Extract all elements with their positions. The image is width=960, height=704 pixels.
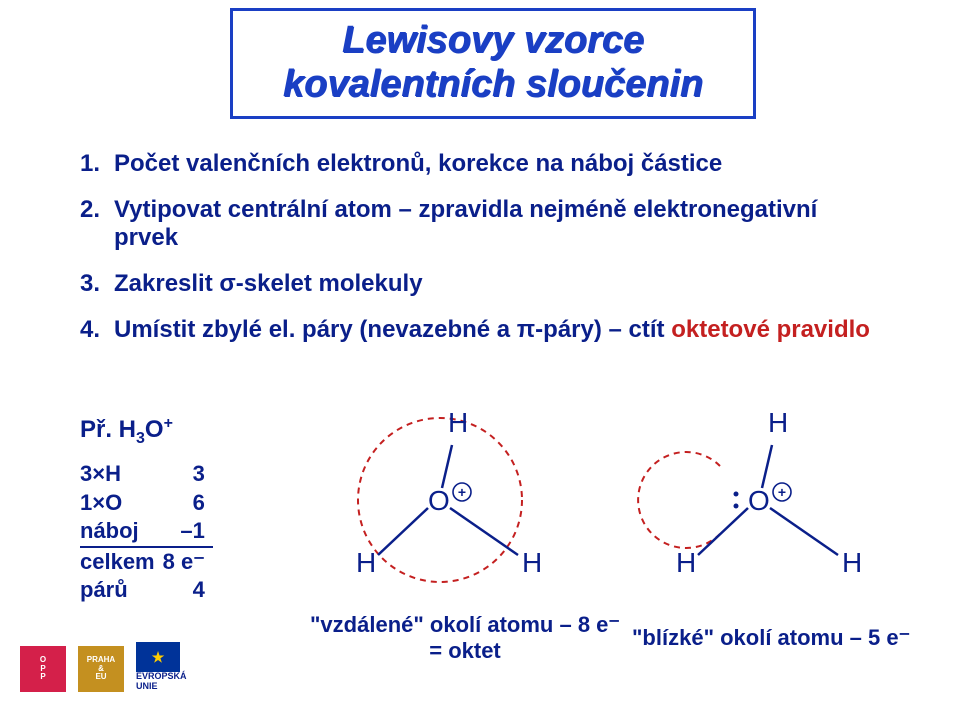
svg-text:H: H bbox=[842, 547, 862, 578]
svg-text:+: + bbox=[458, 484, 466, 500]
dashed-lens bbox=[638, 452, 720, 548]
svg-text:H: H bbox=[522, 547, 542, 578]
caption-right: "blízké" okolí atomu – 5 e⁻ bbox=[632, 625, 910, 651]
eu-flag-icon: ★ bbox=[136, 642, 180, 672]
plus-charge: + bbox=[453, 483, 471, 501]
svg-text:H: H bbox=[356, 547, 376, 578]
svg-text:O: O bbox=[748, 485, 770, 516]
svg-text:H: H bbox=[768, 407, 788, 438]
logos: O P P PRAHA & EU ★ EVROPSKÁ UNIE bbox=[20, 642, 187, 692]
logo-eu: ★ EVROPSKÁ UNIE bbox=[136, 642, 187, 692]
cap-l2: = oktet bbox=[310, 638, 620, 664]
caption-left: "vzdálené" okolí atomu – 8 e⁻ = oktet bbox=[310, 612, 620, 664]
logo-letter: P bbox=[40, 673, 45, 681]
logo-line: EU bbox=[95, 673, 106, 681]
plus-charge: + bbox=[773, 483, 791, 501]
svg-text:+: + bbox=[778, 484, 786, 500]
logo-praha: PRAHA & EU bbox=[78, 646, 124, 692]
eu-label: UNIE bbox=[136, 682, 187, 692]
molecule-right: O H H H + bbox=[638, 407, 862, 578]
svg-text:O: O bbox=[428, 485, 450, 516]
cap-l1: "vzdálené" okolí atomu – 8 e⁻ bbox=[310, 612, 620, 638]
molecule-left: O H H H + bbox=[356, 407, 542, 582]
svg-text:H: H bbox=[448, 407, 468, 438]
cap-r1: "blízké" okolí atomu – 5 e⁻ bbox=[632, 625, 910, 651]
logo-opp: O P P bbox=[20, 646, 66, 692]
lone-pair-dots bbox=[734, 492, 739, 509]
diagram-stage: O H H H + O H H H + bbox=[0, 0, 960, 704]
svg-text:H: H bbox=[676, 547, 696, 578]
